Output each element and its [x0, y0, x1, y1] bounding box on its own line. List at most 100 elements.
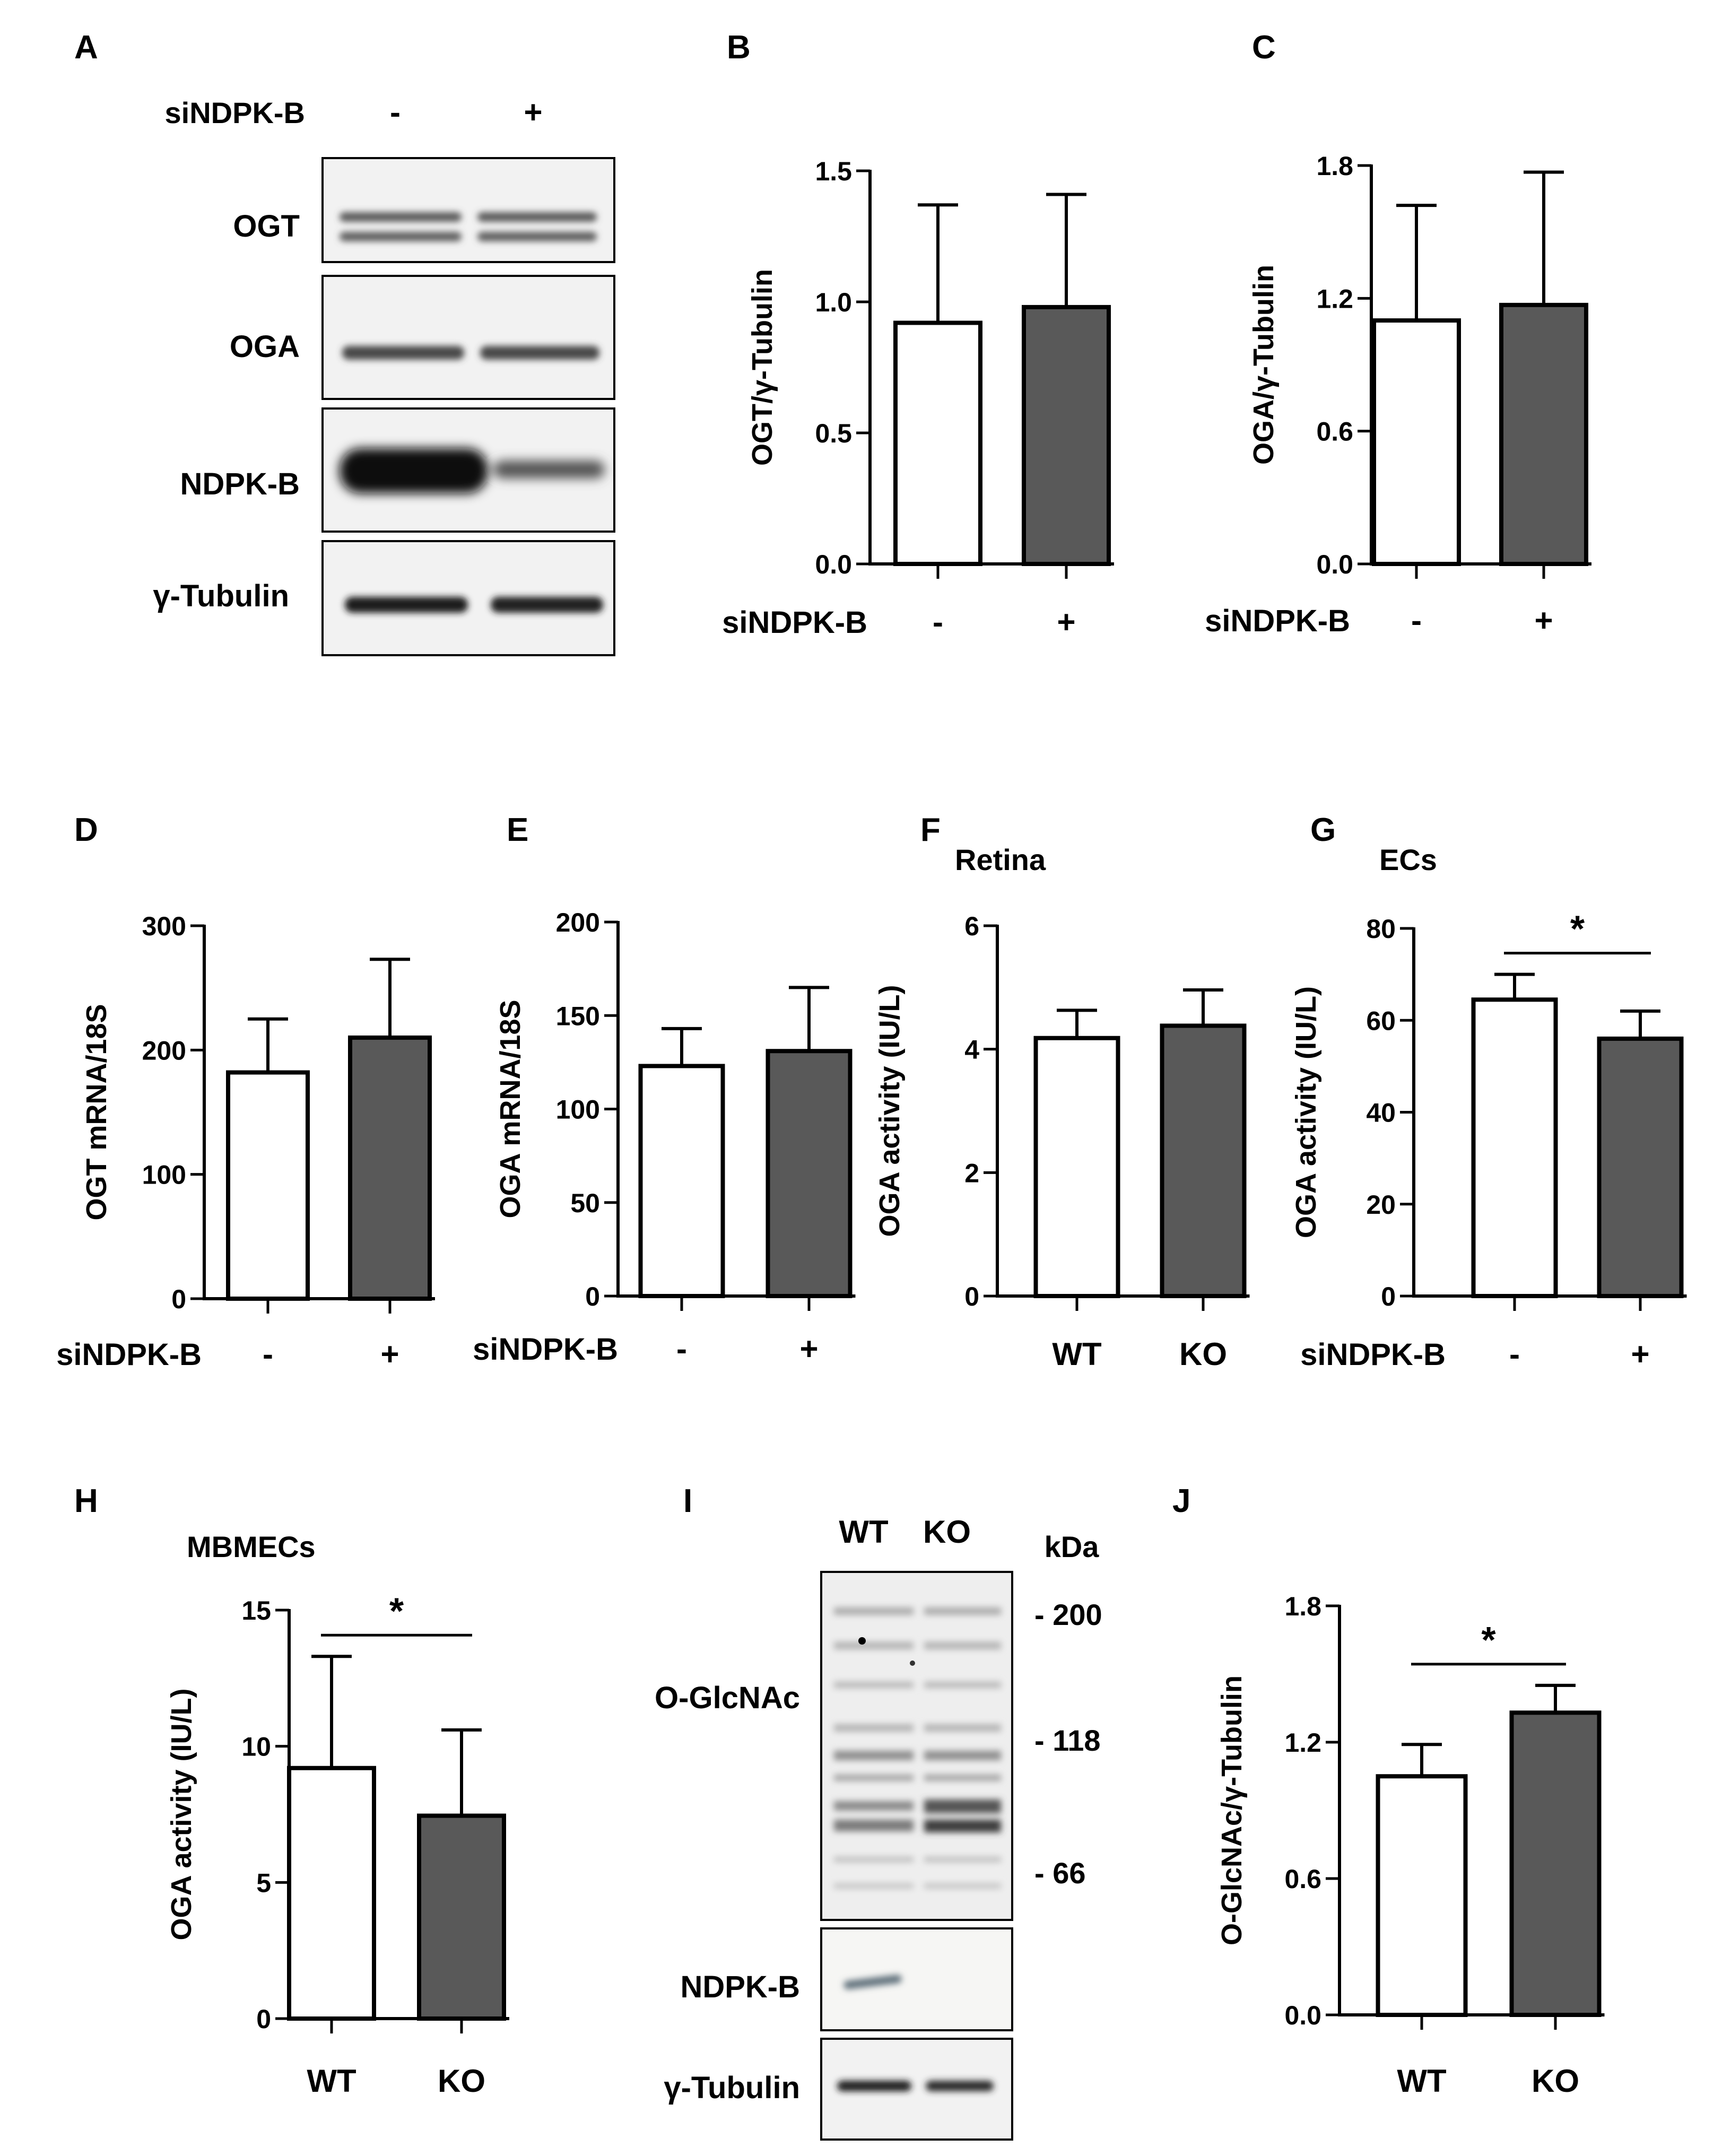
panel-letter-f: F — [920, 812, 941, 848]
chart-g-x-axis-label: siNDPK-B — [1300, 1337, 1446, 1372]
chart-b: B - +0.0 0.5 1.0 1.5 OGT/γ-Tubulin siNDPK-B — [722, 29, 1114, 640]
panel-letter-i: I — [683, 1483, 692, 1519]
chart-b-bar — [893, 320, 982, 567]
chart-f-y-tick-label: 0 — [964, 1282, 979, 1311]
chart-j-y-tick-label: 1.8 — [1284, 1592, 1321, 1621]
chart-e-y-axis-label: OGA mRNA/18S — [494, 999, 526, 1218]
chart-f-bar — [1033, 1036, 1120, 1299]
chart-d-bar — [226, 1070, 310, 1301]
chart-g-significance-marker: * — [1570, 908, 1585, 950]
chart-g-y-tick-label: 60 — [1366, 1006, 1396, 1036]
chart-d-bar — [348, 1035, 432, 1301]
blot-a-ogt-membrane — [321, 157, 615, 263]
blot-a-lane-plus: + — [524, 94, 542, 130]
chart-c-x-axis-label: siNDPK-B — [1205, 604, 1350, 638]
chart-c-y-tick-label: 1.2 — [1316, 284, 1353, 314]
panel-letter-h: H — [74, 1483, 98, 1519]
chart-d-x-axis-label: siNDPK-B — [56, 1337, 202, 1372]
chart-f-category-label: KO — [1179, 1336, 1227, 1372]
chart-c-y-tick-label: 1.8 — [1316, 151, 1353, 181]
panel-letter-b: B — [727, 29, 751, 66]
chart-g-y-tick-label: 40 — [1366, 1098, 1396, 1128]
blot-i-lane-wt: WT — [839, 1514, 888, 1550]
blot-a-row-tubulin: γ-Tubulin — [153, 579, 289, 613]
chart-b-y-axis-label: OGT/γ-Tubulin — [746, 269, 778, 466]
chart-j-category-label: KO — [1532, 2063, 1579, 2099]
blot-i-oglcnac-membrane — [820, 1571, 1013, 1921]
chart-e-y-tick-label: 50 — [570, 1188, 600, 1218]
chart-d-y-tick-label: 200 — [142, 1036, 186, 1065]
panel-letter-g: G — [1310, 812, 1336, 848]
chart-h-category-label: WT — [307, 2063, 356, 2099]
chart-f-y-tick-label: 4 — [964, 1035, 979, 1065]
chart-c-y-tick-label: 0.6 — [1316, 417, 1353, 447]
blot-a-ogt-bands — [340, 212, 597, 241]
chart-j-category-label: WT — [1397, 2063, 1446, 2099]
chart-b-bar — [1022, 305, 1111, 566]
chart-d-y-axis-label: OGT mRNA/18S — [81, 1004, 112, 1220]
chart-j-y-tick-label: 0.6 — [1284, 1864, 1321, 1894]
chart-b-y-tick-label: 0.0 — [815, 550, 852, 579]
blot-a-lane-minus: - — [390, 94, 401, 130]
chart-f-y-tick-label: 2 — [964, 1158, 979, 1188]
chart-e-bar — [766, 1049, 853, 1298]
chart-j-significance-marker: * — [1481, 1619, 1496, 1661]
chart-g-y-tick-label: 80 — [1366, 914, 1396, 944]
panel-letter-c: C — [1252, 29, 1276, 66]
chart-f-category-label: WT — [1052, 1336, 1101, 1372]
chart-e-y-tick-label: 150 — [556, 1001, 600, 1031]
chart-c-category-label: - — [1411, 603, 1422, 638]
chart-h-y-tick-label: 0 — [256, 2004, 271, 2034]
chart-j-y-tick-label: 0.0 — [1284, 2001, 1321, 2030]
blot-a-ndpkb-bands — [340, 448, 605, 493]
chart-d-y-tick-label: 300 — [142, 911, 186, 941]
panel-letter-a: A — [74, 29, 98, 66]
chart-g-y-tick-label: 0 — [1381, 1282, 1396, 1311]
chart-h-significance-marker: * — [389, 1590, 404, 1631]
blot-a-header-label: siNDPK-B — [165, 96, 305, 129]
blot-i-speck — [910, 1661, 915, 1666]
blot-a-row-ogt: OGT — [233, 209, 300, 244]
blot-i-lane-ko: KO — [923, 1514, 971, 1550]
chart-e-category-label: + — [799, 1331, 818, 1367]
chart-e-x-axis-label: siNDPK-B — [473, 1332, 618, 1367]
chart-h-category-label: KO — [438, 2063, 485, 2099]
chart-e-y-tick-label: 0 — [585, 1282, 600, 1311]
chart-c-category-label: + — [1534, 603, 1553, 638]
blot-a-oga-bands — [342, 346, 599, 360]
panel-a-blot: A siNDPK-B - + OGT OGA NDPK-B — [74, 29, 615, 656]
chart-g-y-axis-label: OGA activity (IU/L) — [1290, 986, 1322, 1238]
chart-g-category-label: - — [1509, 1336, 1520, 1372]
chart-e-y-tick-label: 200 — [556, 908, 600, 937]
chart-g-title: ECs — [1379, 843, 1437, 876]
blot-i-ndpkb-bands — [843, 1975, 902, 1989]
bar-chart-panels: B - +0.0 0.5 1.0 1.5 OGT/γ-Tubulin siNDPK-B C - +0… — [56, 29, 1687, 2099]
blot-i-oglcnac-smear — [834, 1607, 1001, 1889]
chart-g: G ECs - +0 20 40 60 80 OGA activity (IU/L) siNDPK… — [1290, 812, 1687, 1372]
chart-f: F Retina WT KO 0 2 4 6 OGA activity (IU/L) — [874, 812, 1250, 1372]
chart-h-y-tick-label: 10 — [241, 1732, 271, 1762]
blot-i-speck — [858, 1637, 866, 1645]
blot-i-marker-200: - 200 — [1034, 1598, 1102, 1631]
chart-h-title: MBMECs — [187, 1530, 316, 1563]
chart-b-y-tick-label: 1.0 — [815, 288, 852, 317]
panel-letter-e: E — [507, 812, 528, 848]
blot-a-tubulin-bands — [345, 597, 603, 613]
chart-e-bar — [638, 1064, 725, 1299]
chart-g-bar — [1471, 997, 1558, 1299]
chart-e-category-label: - — [676, 1331, 687, 1367]
panel-letter-j: J — [1172, 1483, 1190, 1519]
chart-c-bar — [1499, 302, 1588, 566]
chart-f-y-tick-label: 6 — [964, 911, 979, 941]
blot-i-marker-66: - 66 — [1034, 1856, 1086, 1890]
chart-e-y-tick-label: 100 — [556, 1095, 600, 1125]
blot-a-oga-membrane — [321, 275, 615, 400]
blot-i-ndpkb-membrane — [820, 1927, 1013, 2031]
chart-b-category-label: + — [1057, 604, 1075, 640]
chart-g-bar — [1597, 1036, 1684, 1299]
chart-b-y-tick-label: 0.5 — [815, 419, 852, 448]
chart-c-bar — [1372, 318, 1461, 566]
chart-f-title: Retina — [955, 843, 1046, 876]
